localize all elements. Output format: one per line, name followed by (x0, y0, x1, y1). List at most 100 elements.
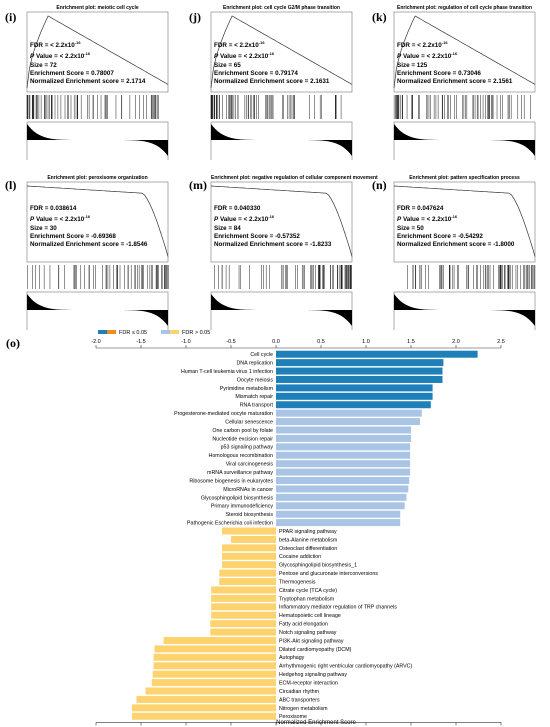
gsea-panel-3: (k) Enrichment plot: regulation of cell c… (367, 0, 547, 165)
enrichment-plot (26, 11, 169, 160)
bar (276, 418, 420, 426)
panel-label: (m) (189, 178, 207, 192)
top-tick-label: 1.0 (362, 339, 370, 345)
bottom-axis: -2.0-1.5-1.0-0.50.00.51.01.52.02.5 (95, 722, 502, 726)
enrichment-curve (26, 15, 169, 89)
stat-row: FDR = 0.038614 (30, 205, 77, 213)
bar-label: DNA replication (236, 361, 273, 367)
gene-hit-barcode (214, 265, 352, 289)
top-tick-label: -2.0 (91, 339, 100, 345)
stat-row: P Value = < 2.2x10-16 (397, 214, 458, 224)
bar (153, 653, 276, 661)
stat-row: Enrichment Score = -0.54292 (397, 233, 483, 241)
curve-frame (393, 181, 536, 263)
bar (136, 695, 276, 703)
top-tick-label: -0.5 (226, 339, 235, 345)
bar-label: Osteoclast differentiation (279, 546, 337, 552)
enrichment-curve (393, 185, 536, 257)
stat-row: FDR = < 2.2x10-16 (30, 40, 81, 50)
gsea-panel-5: (m) Enrichment plot: negative regulation … (184, 170, 378, 335)
bar-label: Ribosome biogenesis in eukaryotes (189, 478, 273, 484)
bar (276, 426, 411, 434)
bar-label: Primary immunodeficiency (211, 504, 273, 510)
panel-title: Enrichment plot: meiotic cell cycle (56, 5, 139, 11)
bar-label: Notch signaling pathway (279, 630, 337, 636)
ranked-list-metric (394, 294, 535, 326)
bar-label: Oocyte meiosis (237, 377, 274, 383)
bar (276, 359, 444, 367)
top-axis: -2.0 -1.5 -1.0 -0.5 0.0 0.5 1.0 1.5 2.0 2.5 (91, 339, 505, 349)
bar-label: MicroRNAs in cancer (223, 487, 273, 493)
bar (276, 384, 433, 392)
stat-row: P Value = < 2.2x10-16 (397, 51, 458, 61)
stat-row: P Value = < 2.2x10-16 (214, 51, 275, 61)
top-tick-label: 1.5 (407, 339, 415, 345)
bar (276, 519, 401, 527)
panel-stats: FDR = < 2.2x10-16 P Value = < 2.2x10-16 Si… (30, 39, 145, 87)
bar (219, 569, 276, 577)
panel-stats: FDR = < 2.2x10-16 P Value = < 2.2x10-16 Si… (214, 39, 329, 87)
stat-row: Enrichment Score = -0.69368 (30, 233, 116, 241)
legend-swatch (107, 330, 116, 334)
bar-label: Peroxisome (279, 714, 307, 720)
bar (276, 460, 411, 468)
bar (211, 611, 276, 619)
bar (152, 670, 276, 678)
bar-label: Citrate cycle (TCA cycle) (279, 588, 337, 594)
top-tick-label: -1.0 (181, 339, 190, 345)
bar (210, 620, 276, 628)
stat-row: Enrichment Score = -0.57352 (214, 233, 300, 241)
legend-label: FDR ≤ 0.05 (119, 330, 147, 336)
panel-label: (j) (189, 10, 201, 24)
stat-row: Enrichment Score = 0.73046 (397, 70, 481, 78)
panel-title: Enrichment plot: cell cycle G2/M phase t… (223, 5, 340, 11)
panel-label: (n) (372, 178, 387, 192)
bar (276, 502, 405, 510)
bar (276, 392, 433, 400)
bar (210, 628, 276, 636)
stat-row: Size = 84 (214, 224, 241, 232)
bar (276, 451, 411, 459)
bar (276, 409, 422, 417)
bar-label: Fatty acid elongation (279, 622, 328, 628)
stat-row: FDR = 0.040330 (214, 205, 261, 213)
bar-label: Pathogenic Escherichia coli infection (187, 521, 273, 527)
chart-label-o: (o) (6, 336, 20, 350)
panel-stats: FDR = 0.047624 P Value = < 2.2x10-16 Size … (397, 202, 514, 250)
gene-hit-barcode (27, 265, 169, 289)
bar-label: Glycosphingolipid biosynthesis_1 (279, 563, 357, 569)
curve-frame (210, 11, 353, 93)
bar-label: Nitrogen metabolism (279, 706, 328, 712)
bar (276, 443, 411, 451)
bar-label: Cellular senescence (225, 419, 273, 425)
stat-row: Enrichment Score = 0.78007 (30, 70, 114, 78)
nes-bar-chart: FDR ≤ 0.05 FDR > 0.05 -2.0 -1.5 -1.0 -0.5 0.0… (91, 330, 505, 726)
enrichment-curve (393, 15, 536, 89)
bar (276, 350, 478, 358)
bar-label: RNA transport (240, 403, 274, 409)
top-tick-label: 0.0 (272, 339, 280, 345)
bar (276, 477, 410, 485)
bar (211, 603, 276, 611)
panel-title: Enrichment plot: negative regulation of … (211, 175, 378, 181)
bar-label: Circadian rhythm (279, 689, 320, 695)
bars: Cell cycle DNA replication Human T-cell le… (132, 350, 478, 720)
enrichment-plot (26, 181, 169, 330)
ranked-list-metric (27, 124, 168, 156)
bar (132, 704, 276, 712)
bar-label: Tryptophan metabolism (279, 596, 335, 602)
stat-row: Normalized Enrichment score = -1.8000 (397, 241, 515, 249)
bar-label: Arrhythmogenic right ventricular cardiom… (279, 664, 412, 670)
bar-label: One carbon pool by folate (212, 428, 273, 434)
bar (231, 535, 276, 543)
panel-stats: FDR = < 2.2x10-16 P Value = < 2.2x10-16 Si… (397, 39, 512, 87)
stat-row: Normalized Enrichment score = -1.8546 (30, 241, 148, 249)
panel-title: Enrichment plot: peroxisome organization (47, 175, 148, 181)
bar (276, 485, 409, 493)
gene-hit-barcode (407, 265, 536, 289)
bar-label: Mismatch repair (235, 394, 273, 400)
bar-label: PPAR signaling pathway (279, 529, 337, 535)
ranked-list-metric (211, 124, 352, 156)
bar (163, 636, 276, 644)
stat-row: Normalized Enrichment score = 2.1714 (30, 78, 146, 86)
